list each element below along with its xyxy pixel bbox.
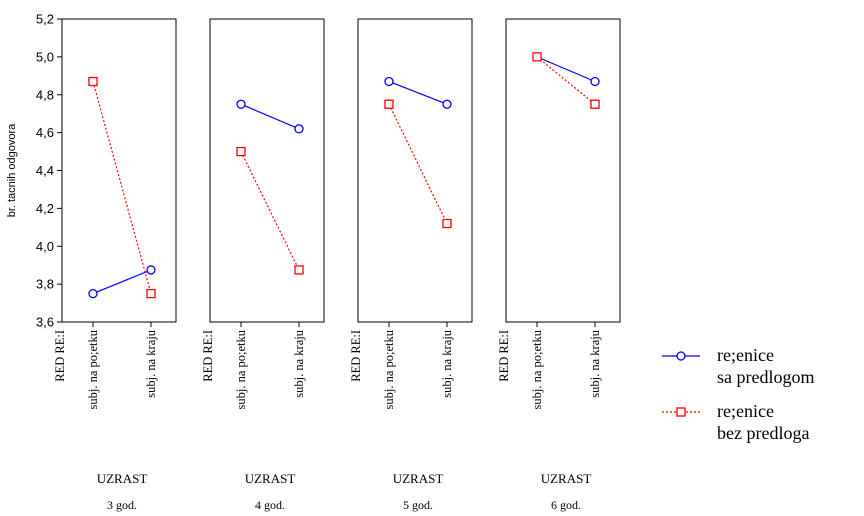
y-axis-title: br. tacnih odgovora — [6, 123, 18, 217]
category-factor-label-2: RED RE:I — [349, 330, 363, 382]
series-point-0-1-1 — [146, 288, 156, 299]
category-label-2-1: subj. na kraju — [440, 329, 454, 397]
category-label-1-1: subj. na kraju — [292, 329, 306, 397]
category-factor-label-1: RED RE:I — [201, 330, 215, 382]
series-line-1-0 — [240, 103, 300, 130]
y-tick-label-5: 4,6 — [36, 125, 54, 140]
category-label-1-0: subj. na po;etku — [234, 329, 248, 409]
panel-label-2: 5 god. — [403, 498, 433, 512]
series-point-3-1-1 — [590, 99, 600, 109]
y-tick-label-7: 5,0 — [36, 49, 54, 64]
category-factor-label-3: RED RE:I — [497, 330, 511, 382]
panel-label-0: 3 god. — [107, 498, 137, 512]
series-line-2-0 — [388, 80, 448, 105]
series-line-0-0 — [92, 269, 152, 295]
panel-frame-0 — [61, 18, 177, 323]
series-point-2-0-0 — [384, 76, 394, 87]
category-label-3-0: subj. na po;etku — [530, 329, 544, 409]
panel-factor-label-1: UZRAST — [245, 471, 296, 486]
panel-label-3: 6 god. — [551, 498, 581, 512]
legend-label-0-line1: re;enice — [717, 345, 774, 365]
y-tick-label-3: 4,2 — [36, 201, 54, 216]
y-tick-label-6: 4,8 — [36, 87, 54, 102]
y-tick-label-0: 3,6 — [36, 315, 54, 330]
panel-factor-label-2: UZRAST — [393, 471, 444, 486]
series-line-0-1 — [92, 81, 152, 294]
series-point-1-0-0 — [236, 99, 246, 109]
y-tick-label-1: 3,8 — [36, 277, 54, 292]
series-point-3-1-0 — [532, 52, 542, 62]
series-point-2-1-0 — [384, 99, 394, 109]
series-point-0-1-0 — [88, 76, 98, 87]
panel-label-1: 4 god. — [255, 498, 285, 512]
category-label-3-1: subj. na kraju — [588, 329, 602, 397]
y-tick-label-8: 5,2 — [36, 12, 54, 27]
series-point-3-0-1 — [590, 76, 600, 87]
y-tick-label-4: 4,4 — [36, 163, 54, 178]
panel-factor-label-3: UZRAST — [541, 471, 592, 486]
legend-marker-1 — [676, 407, 686, 417]
series-point-2-1-1 — [442, 218, 452, 229]
category-label-0-0: subj. na po;etku — [86, 329, 100, 409]
legend-label-0-line2: sa predlogom — [717, 367, 814, 387]
series-line-3-0 — [536, 56, 596, 83]
series-point-1-0-1 — [294, 124, 304, 134]
series-point-0-0-0 — [88, 288, 98, 299]
series-line-1-1 — [240, 151, 300, 271]
panel-frame-2 — [357, 18, 473, 323]
panel-frame-3 — [505, 18, 621, 323]
category-factor-label-0: RED RE:I — [53, 330, 67, 382]
category-label-2-0: subj. na po;etku — [382, 329, 396, 409]
series-point-2-0-1 — [442, 99, 452, 109]
series-point-1-1-1 — [294, 265, 304, 275]
series-line-2-1 — [388, 103, 448, 224]
panel-frame-1 — [209, 18, 325, 323]
series-line-3-1 — [536, 56, 596, 105]
y-tick-label-2: 4,0 — [36, 239, 54, 254]
series-point-1-1-0 — [236, 146, 246, 157]
series-point-0-0-1 — [146, 265, 156, 275]
legend-marker-0 — [676, 351, 686, 361]
panel-factor-label-0: UZRAST — [97, 471, 148, 486]
legend-label-1-line1: re;enice — [717, 401, 774, 421]
legend-label-1-line2: bez predloga — [717, 423, 809, 443]
category-label-0-1: subj. na kraju — [144, 329, 158, 397]
